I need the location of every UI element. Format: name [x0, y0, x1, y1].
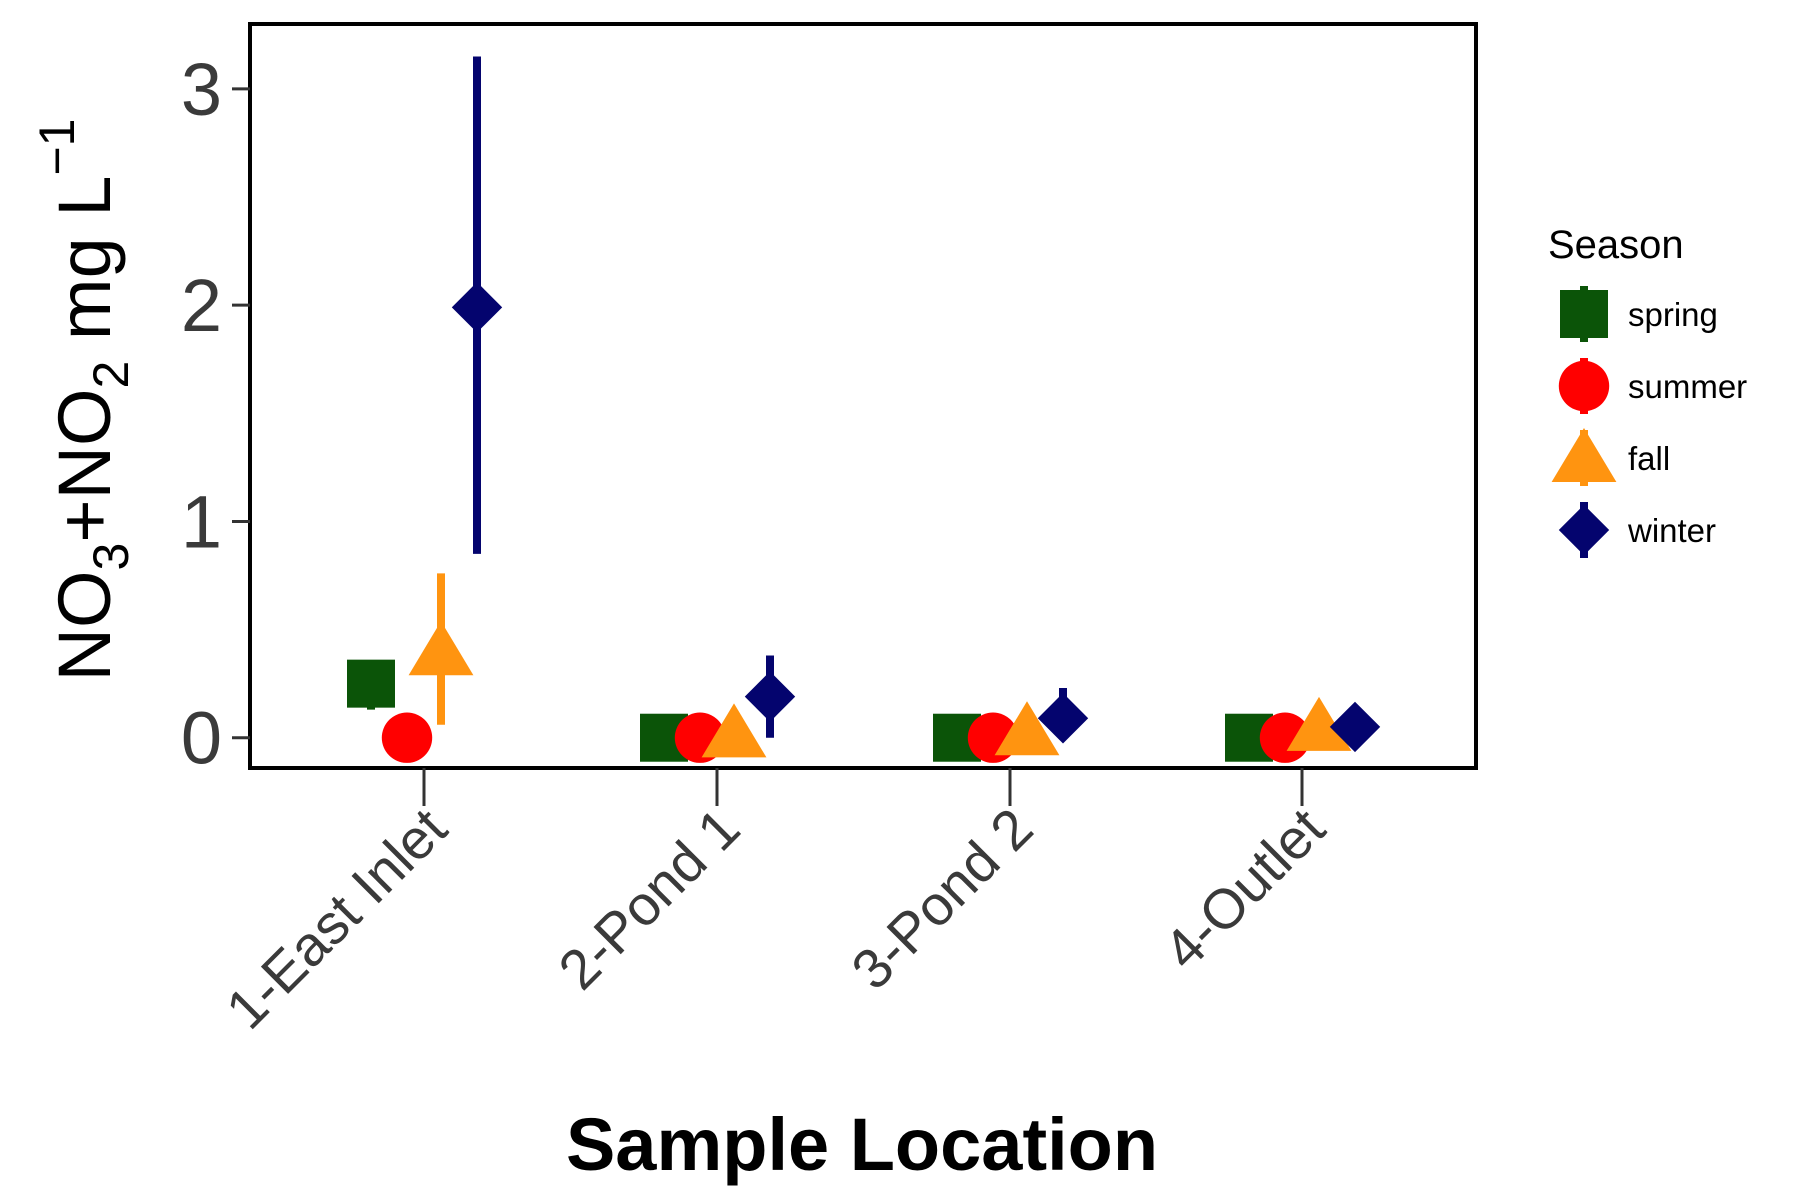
- y-axis: 0 1 2 3: [181, 48, 250, 780]
- y-tick-label: 2: [181, 264, 222, 347]
- data-point: [408, 621, 474, 676]
- legend-key: [1558, 360, 1610, 412]
- x-tick-label: 3-Pond 2: [839, 796, 1044, 1001]
- legend-item-winter: winter: [1558, 502, 1716, 558]
- y-axis-title-part: mg L: [43, 176, 126, 361]
- data-marks: [347, 56, 1381, 763]
- legend-item-spring: spring: [1560, 286, 1718, 342]
- legend-label: summer: [1628, 368, 1747, 405]
- y-axis-title-part: +NO: [43, 388, 126, 542]
- y-tick-label: 3: [181, 48, 222, 131]
- y-axis-title-part: NO: [43, 570, 126, 681]
- data-point: [1037, 693, 1089, 744]
- y-axis-title-part: 3: [83, 543, 139, 571]
- legend-item-summer: summer: [1558, 358, 1747, 414]
- legend-label: fall: [1628, 440, 1670, 477]
- x-tick-label: 1-East Inlet: [214, 796, 459, 1041]
- y-axis-title: NO3+NO2 mg L−1: [29, 119, 139, 682]
- legend-title: Season: [1548, 223, 1684, 267]
- series-fall: [408, 573, 1352, 758]
- x-axis-title: Sample Location: [566, 1103, 1158, 1186]
- data-point: [744, 671, 796, 722]
- y-tick-label: 0: [181, 697, 222, 780]
- y-axis-title-part: 2: [83, 361, 139, 389]
- data-point: [1286, 696, 1352, 751]
- x-axis: 1-East Inlet 2-Pond 1 3-Pond 2 4-Outlet: [214, 768, 1337, 1041]
- x-tick-label: 2-Pond 1: [546, 796, 751, 1001]
- data-point: [347, 659, 395, 708]
- data-point: [994, 701, 1060, 756]
- x-tick-label: 4-Outlet: [1151, 796, 1337, 982]
- y-tick-label: 1: [181, 480, 222, 563]
- data-point: [451, 282, 503, 333]
- data-point: [1329, 701, 1381, 753]
- legend-label: spring: [1628, 296, 1718, 333]
- y-axis-title-part: −1: [29, 119, 85, 176]
- data-point: [701, 703, 767, 758]
- legend-key: [1551, 428, 1617, 482]
- legend: Season spring summer fall winter: [1548, 223, 1747, 558]
- legend-key: [1560, 290, 1608, 338]
- data-point: [381, 712, 433, 763]
- legend-label: winter: [1627, 512, 1716, 549]
- legend-item-fall: fall: [1551, 428, 1670, 486]
- series-winter: [451, 56, 1381, 753]
- legend-key: [1558, 504, 1610, 556]
